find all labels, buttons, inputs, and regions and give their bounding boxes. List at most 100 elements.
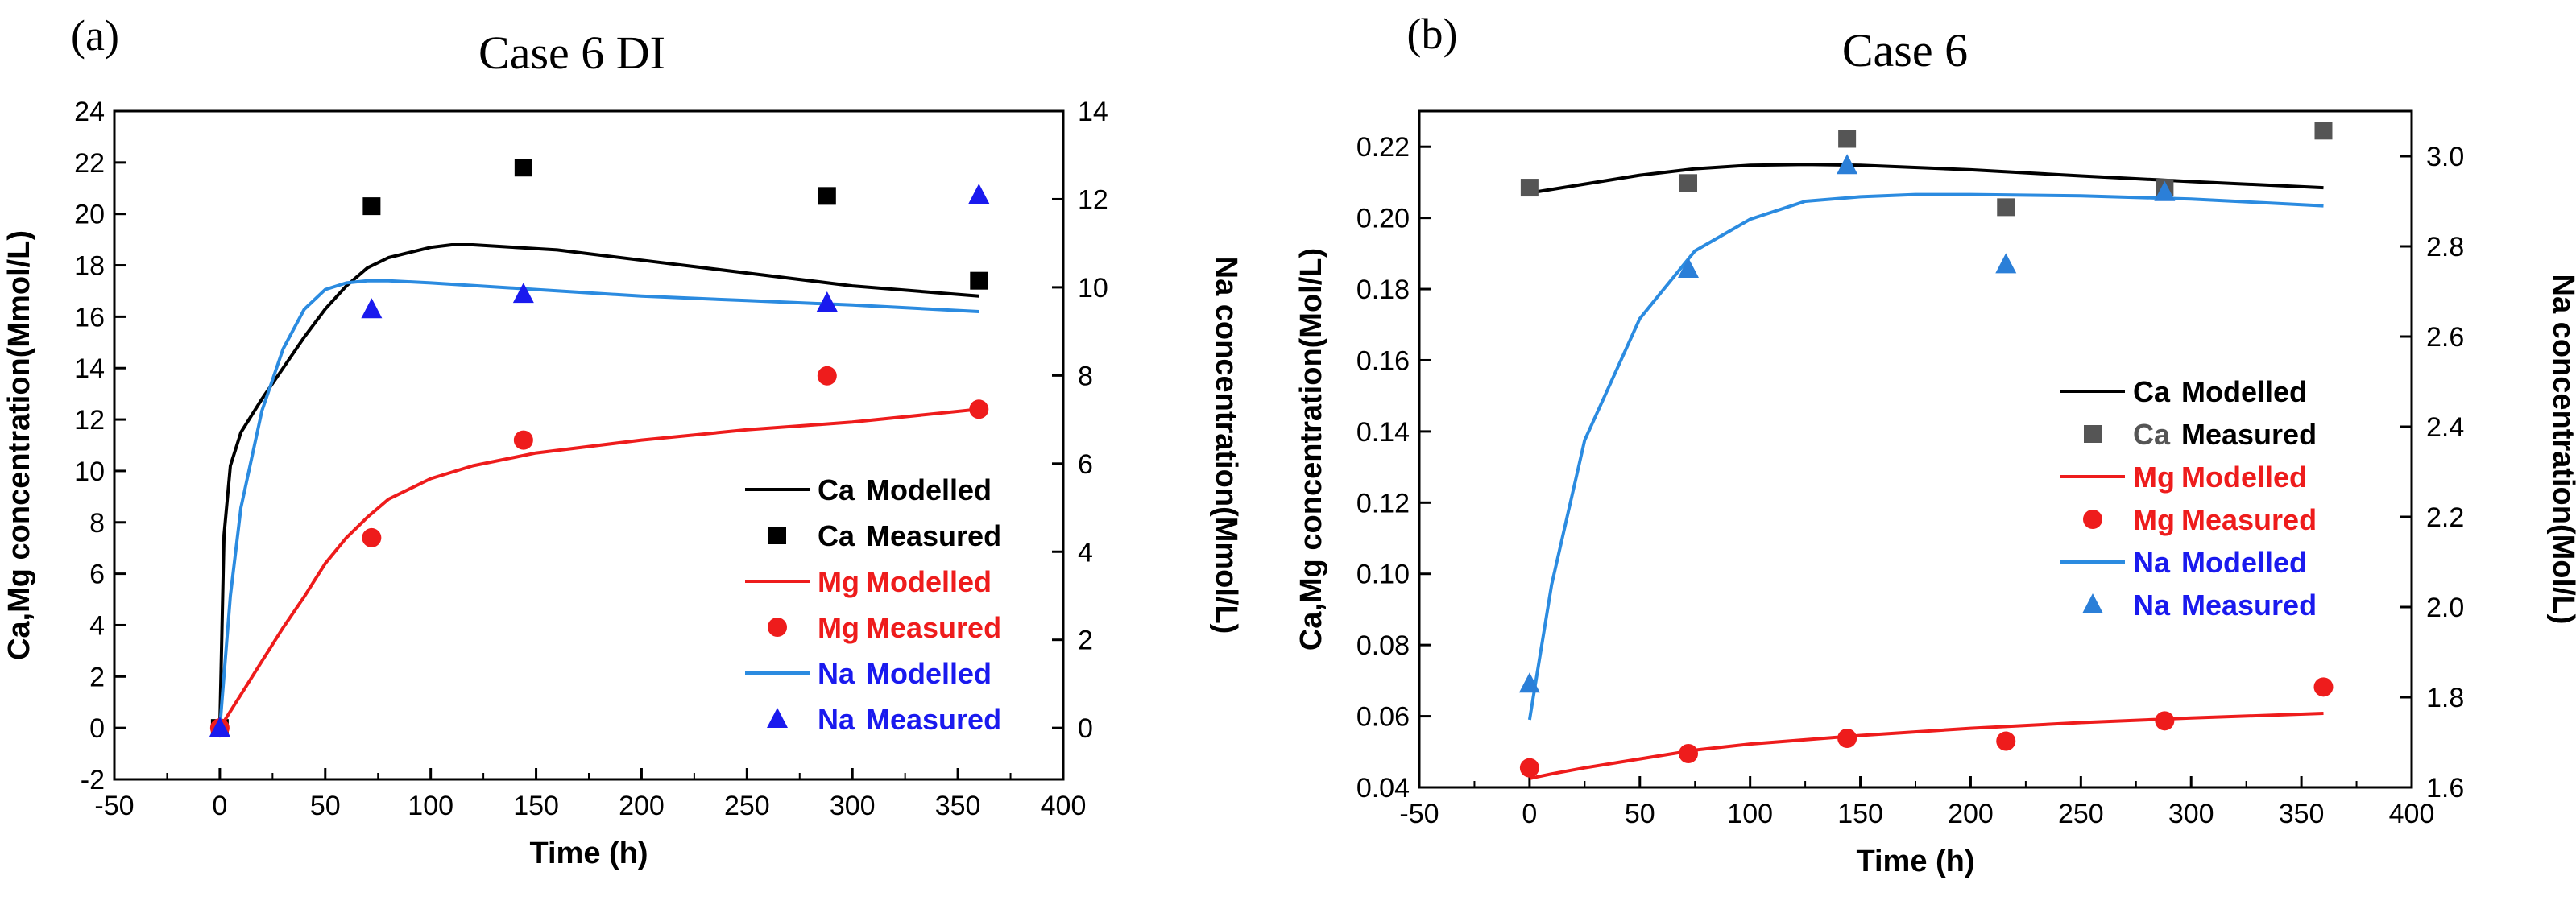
legend-text: Measured xyxy=(866,703,1001,736)
y2-tick-label: 2.6 xyxy=(2426,322,2464,353)
x-tick-label: 300 xyxy=(2168,799,2214,829)
mg-measured-point xyxy=(1996,731,2016,751)
na-measured-point xyxy=(1678,258,1700,278)
mg-measured-point xyxy=(2155,711,2175,731)
chart-title: Case 6 xyxy=(1842,24,1968,76)
ca-measured-point xyxy=(970,271,988,290)
y-tick-label: 24 xyxy=(74,97,105,127)
legend-symbol: Mg xyxy=(2133,503,2175,536)
x-tick-label: 100 xyxy=(1727,799,1773,829)
y-tick-label: 16 xyxy=(74,302,105,333)
y2-tick-label: 1.8 xyxy=(2426,683,2464,713)
mg-modelled-line xyxy=(218,407,979,729)
y-tick-label: 8 xyxy=(89,508,105,539)
x-tick-label: 0 xyxy=(212,791,227,821)
x-tick-label: 350 xyxy=(2279,799,2325,829)
y2-tick-label: 2.0 xyxy=(2426,593,2464,623)
legend-text: Modelled xyxy=(2181,461,2307,494)
y-tick-label: 0.10 xyxy=(1356,560,1410,590)
legend-symbol: Mg xyxy=(818,611,859,644)
legend-ca-square xyxy=(768,527,786,544)
y2-tick-label: 0 xyxy=(1078,713,1093,744)
legend-symbol: Ca xyxy=(818,519,855,552)
y-tick-label: 0.04 xyxy=(1356,773,1410,804)
y2-tick-label: 1.6 xyxy=(2426,773,2464,804)
mg-measured-point xyxy=(1837,728,1857,748)
ca-measured-point xyxy=(514,159,532,177)
mg-measured-point xyxy=(362,527,382,547)
y-axis-label: Ca,Mg concentration(Mmol/L) xyxy=(2,230,36,660)
mg-measured-point xyxy=(513,430,533,450)
panel-label: (b) xyxy=(1407,10,1458,58)
ca-measured-point xyxy=(362,197,381,216)
x-tick-label: 200 xyxy=(1948,799,1994,829)
ca-modelled-line xyxy=(1529,163,2324,195)
legend-ca-square xyxy=(2084,425,2102,443)
y-tick-label: 14 xyxy=(74,353,105,384)
mg-measured-point xyxy=(969,399,989,419)
y-tick-label: 22 xyxy=(74,148,105,179)
y2-tick-label: 10 xyxy=(1078,273,1108,304)
legend-text: Measured xyxy=(2181,503,2317,536)
legend-na-triangle xyxy=(767,708,788,728)
y2-tick-label: 3.0 xyxy=(2426,142,2464,172)
legend-text: Modelled xyxy=(866,565,992,598)
x-tick-label: 250 xyxy=(2058,799,2104,829)
na-measured-point xyxy=(968,183,990,204)
legend-symbol: Ca xyxy=(2133,375,2171,408)
y2-tick-label: 12 xyxy=(1078,184,1108,215)
legend-na-triangle xyxy=(2082,593,2103,613)
x-tick-label: 0 xyxy=(1522,799,1537,829)
na-measured-point xyxy=(361,298,383,319)
na-measured-point xyxy=(2154,180,2176,201)
legend-text: Measured xyxy=(2181,418,2317,451)
ca-measured-point xyxy=(1838,130,1857,148)
y-tick-label: 0.20 xyxy=(1356,204,1410,234)
legend-symbol: Ca xyxy=(818,473,855,506)
y2-tick-label: 14 xyxy=(1078,97,1108,127)
y2-tick-label: 6 xyxy=(1078,449,1093,480)
x-tick-label: -50 xyxy=(94,791,134,821)
x-tick-label: 200 xyxy=(619,791,665,821)
y-tick-label: 20 xyxy=(74,200,105,230)
legend-symbol: Mg xyxy=(818,565,859,598)
x-tick-label: 50 xyxy=(310,791,341,821)
legend-symbol: Ca xyxy=(2133,418,2171,451)
y-tick-label: 12 xyxy=(74,405,105,436)
legend-text: Modelled xyxy=(2181,375,2307,408)
x-tick-label: 300 xyxy=(830,791,876,821)
ca-measured-point xyxy=(818,187,836,205)
y-axis-label: Ca,Mg concentration(Mol/L) xyxy=(1294,248,1328,651)
panel-label: (a) xyxy=(71,11,119,60)
x-tick-label: 250 xyxy=(724,791,770,821)
y2-tick-label: 8 xyxy=(1078,361,1093,391)
y-tick-label: 0.06 xyxy=(1356,702,1410,733)
ca-measured-point xyxy=(1997,198,2015,217)
ca-measured-point xyxy=(1520,179,1539,197)
mg-measured-point xyxy=(1519,758,1539,778)
x-tick-label: 400 xyxy=(2389,799,2435,829)
y2-tick-label: 2 xyxy=(1078,626,1093,656)
x-tick-label: -50 xyxy=(1399,799,1439,829)
y2-axis-label: Na concentration(Mol/L) xyxy=(2546,275,2576,625)
na-measured-point xyxy=(1837,154,1858,175)
ca-measured-point xyxy=(1679,174,1698,192)
mg-modelled-line xyxy=(1529,712,2324,780)
y-tick-label: 0.16 xyxy=(1356,345,1410,376)
y-tick-label: 4 xyxy=(89,610,105,641)
y2-tick-label: 2.4 xyxy=(2426,412,2464,443)
na-measured-point xyxy=(1995,253,2017,274)
mg-measured-point xyxy=(817,366,837,386)
y-tick-label: 0.14 xyxy=(1356,417,1410,448)
na-measured-point xyxy=(1518,672,1540,693)
legend-symbol: Na xyxy=(2133,589,2171,622)
x-tick-label: 100 xyxy=(408,791,453,821)
legend-text: Modelled xyxy=(866,657,992,690)
y-tick-label: 18 xyxy=(74,251,105,282)
y-tick-label: 0.22 xyxy=(1356,132,1410,163)
legend-symbol: Na xyxy=(2133,546,2171,579)
x-tick-label: 150 xyxy=(1837,799,1883,829)
legend-text: Measured xyxy=(866,611,1001,644)
x-tick-label: 50 xyxy=(1625,799,1655,829)
